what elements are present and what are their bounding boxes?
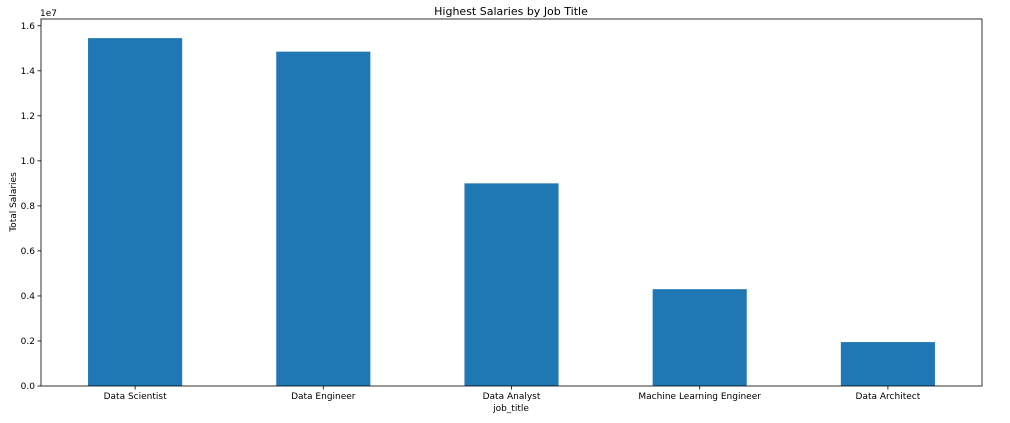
bar-data-architect xyxy=(840,342,935,386)
y-tick-label: 0.2 xyxy=(21,337,35,347)
bar-data-analyst xyxy=(464,183,559,386)
plot-frame xyxy=(40,18,983,387)
x-axis-label: job_title xyxy=(492,404,529,414)
y-axis-label: Total Salaries xyxy=(9,172,19,233)
bar-data-scientist xyxy=(88,38,183,386)
x-tick-label: Data Architect xyxy=(856,392,921,402)
x-tick-label: Machine Learning Engineer xyxy=(638,392,761,402)
x-axis-ticks: Data Scientist Data Engineer Data Analyst M… xyxy=(104,386,921,402)
y-tick-label: 1.2 xyxy=(21,112,35,122)
chart-title: Highest Salaries by Job Title xyxy=(434,5,588,18)
bar-group xyxy=(88,38,935,387)
y-tick-label: 1.6 xyxy=(21,22,36,32)
x-tick-label: Data Analyst xyxy=(483,392,541,402)
y-offset-text: 1e7 xyxy=(40,9,57,19)
bar-machine-learning-engineer xyxy=(652,289,747,386)
y-tick-label: 0.4 xyxy=(21,292,36,302)
y-tick-label: 0.6 xyxy=(21,247,36,257)
y-axis-ticks: 0.0 0.2 0.4 0.6 0.8 1.0 1.2 1.4 1.6 xyxy=(21,22,41,392)
y-tick-label: 0.0 xyxy=(21,382,36,392)
y-tick-label: 0.8 xyxy=(21,202,36,212)
x-tick-label: Data Scientist xyxy=(104,392,167,402)
x-tick-label: Data Engineer xyxy=(291,392,356,402)
y-tick-label: 1.4 xyxy=(21,67,36,77)
bar-data-engineer xyxy=(276,51,371,387)
y-tick-label: 1.0 xyxy=(21,157,36,167)
